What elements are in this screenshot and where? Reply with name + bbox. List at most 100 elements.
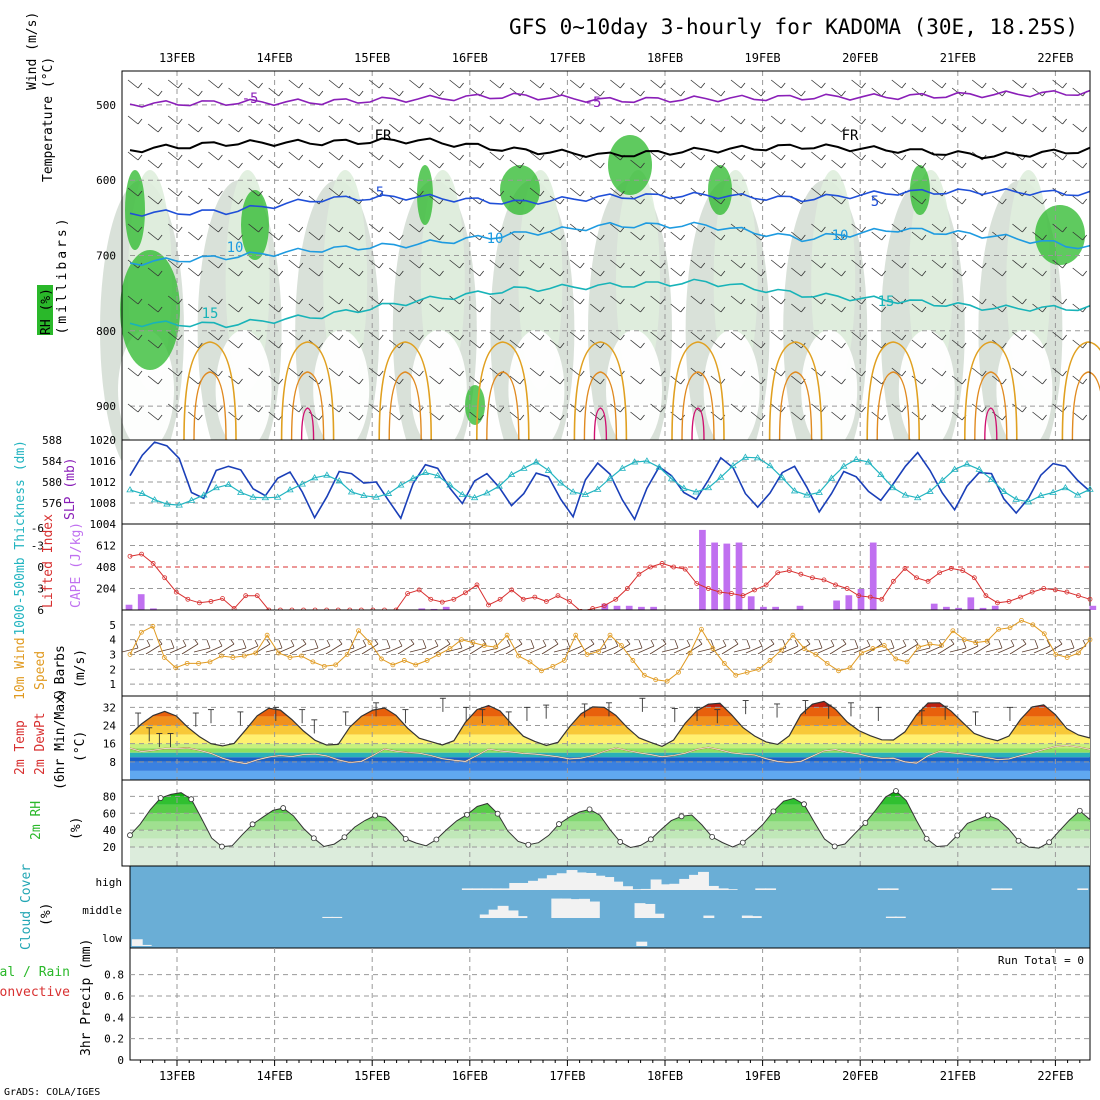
wind-barb <box>409 367 420 377</box>
temp-label-c: (6hr Min/Max) <box>53 688 68 790</box>
wind-barb <box>137 298 143 305</box>
wind-barb <box>157 162 163 169</box>
cape-bar <box>955 607 962 610</box>
wind10m-marker <box>996 626 1001 632</box>
rh-base <box>130 847 1090 866</box>
wind-barb <box>1062 118 1067 125</box>
wind-barb <box>348 411 360 421</box>
wind-barb <box>670 303 681 313</box>
wind-barb <box>914 639 919 645</box>
wind10m-marker <box>859 650 864 656</box>
wind-barb <box>288 151 300 161</box>
wind-barb <box>439 342 444 349</box>
wind-barb <box>449 331 460 341</box>
wind-barb <box>831 87 842 97</box>
wind-barb <box>780 82 786 89</box>
wind-barb <box>389 195 400 205</box>
wind-barb <box>599 126 605 133</box>
wind-barb <box>780 154 786 161</box>
cloud-bar <box>634 903 646 918</box>
tick-label: 21FEB <box>940 51 976 65</box>
wind-barb <box>368 223 380 233</box>
wind-barb <box>268 123 279 133</box>
wind-barb <box>499 406 505 413</box>
cloud-bar <box>603 877 615 890</box>
wind-barb <box>499 262 505 269</box>
tick-label: 584 <box>42 455 62 468</box>
wind10m-marker <box>733 672 739 678</box>
wind-barb <box>720 90 726 97</box>
wind-barb <box>409 259 420 269</box>
wind-barb <box>288 223 300 233</box>
rh-high-zone <box>465 385 485 425</box>
wind-barb <box>630 195 641 205</box>
wind-barb <box>378 334 384 341</box>
wind-barb <box>901 118 907 125</box>
wind-barb <box>770 295 782 305</box>
wind-barb <box>579 334 585 341</box>
wind-barb <box>851 331 862 341</box>
thickness-marker <box>1061 483 1070 491</box>
rh-marker <box>984 812 991 819</box>
wind-barb <box>1052 115 1063 125</box>
wind-barb <box>720 162 726 169</box>
wind-barb <box>730 403 742 413</box>
lifted-index-marker <box>463 590 468 596</box>
isotherm-label: FR <box>842 128 859 144</box>
wind-barb <box>328 403 340 413</box>
tick-label: 588 <box>42 434 62 447</box>
wind-barb <box>489 403 501 413</box>
thickness-marker <box>224 480 233 488</box>
wind-barb <box>459 82 464 89</box>
rh-unit: (%) <box>69 817 84 840</box>
wind-barb <box>337 647 355 653</box>
wind-barb <box>469 195 480 205</box>
wind-barb <box>278 198 284 205</box>
cape-bar <box>772 606 779 610</box>
wind-barb <box>1042 198 1047 205</box>
wind-barb <box>871 87 882 97</box>
wind-barb <box>539 370 545 377</box>
wind-barb <box>193 647 211 653</box>
wind-barb <box>127 403 139 413</box>
wind-barb <box>539 262 545 269</box>
wind-barb <box>358 162 364 169</box>
wind-barb <box>127 223 139 233</box>
wind-barb <box>590 159 601 169</box>
wind-barb <box>750 339 762 349</box>
wind-barb <box>901 262 907 269</box>
wind-barb <box>637 645 655 654</box>
cloud-level-low: low <box>102 932 122 945</box>
tick-label: 20FEB <box>842 1069 878 1083</box>
wind-barb <box>831 159 842 169</box>
wind-barb <box>1045 643 1063 655</box>
wind-barb <box>971 223 983 233</box>
wind-barb <box>780 298 786 305</box>
warm-isotherm <box>876 371 910 441</box>
wind-barb <box>680 234 686 241</box>
cloud-label: Cloud Cover <box>19 864 34 950</box>
wind-barb <box>1042 234 1047 241</box>
wind-barb <box>188 87 199 97</box>
wind-barb <box>505 643 523 655</box>
wind-barb <box>599 90 605 97</box>
wind-barb <box>891 331 903 341</box>
wind-barb <box>218 639 223 647</box>
wind-barb <box>509 267 521 277</box>
wind10m-marker <box>847 665 853 671</box>
rh-marker <box>1015 837 1022 844</box>
wind-barb <box>770 115 782 125</box>
wind10m-marker <box>253 650 259 656</box>
wind-barb <box>851 223 862 233</box>
wind-barb <box>177 406 183 413</box>
wind-barb <box>660 334 665 341</box>
thickness-marker <box>532 458 540 465</box>
lifted-index-marker <box>532 594 538 600</box>
tick-label: 0.8 <box>104 969 124 982</box>
wind-barb <box>157 126 163 133</box>
footer-credit: GrADS: COLA/IGES <box>4 1087 100 1098</box>
wind-barb <box>1022 406 1027 413</box>
wind-barb <box>529 645 547 654</box>
